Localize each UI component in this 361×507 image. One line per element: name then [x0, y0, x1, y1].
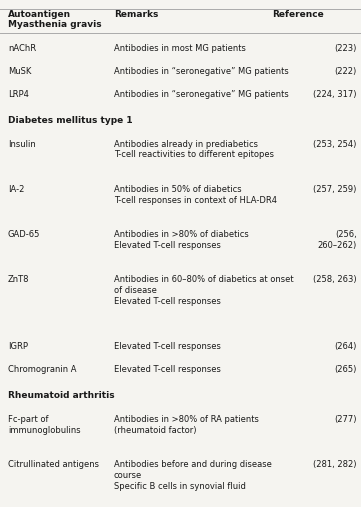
- Text: Antibodies in “seronegative” MG patients: Antibodies in “seronegative” MG patients: [114, 90, 288, 99]
- Text: (253, 254): (253, 254): [313, 139, 357, 149]
- Text: GAD-65: GAD-65: [8, 230, 40, 239]
- Text: (256,
260–262): (256, 260–262): [317, 230, 357, 249]
- Text: LRP4: LRP4: [8, 90, 29, 99]
- Text: Autoantigen: Autoantigen: [8, 10, 71, 19]
- Text: IGRP: IGRP: [8, 342, 28, 351]
- Text: Rheumatoid arthritis: Rheumatoid arthritis: [8, 391, 114, 401]
- Text: Reference: Reference: [273, 10, 324, 19]
- Text: (264): (264): [334, 342, 357, 351]
- Text: Citrullinated antigens: Citrullinated antigens: [8, 460, 99, 469]
- Text: (224, 317): (224, 317): [313, 90, 357, 99]
- Text: Elevated T-cell responses: Elevated T-cell responses: [114, 342, 221, 351]
- Text: Insulin: Insulin: [8, 139, 36, 149]
- Text: Antibodies in >80% of diabetics
Elevated T-cell responses: Antibodies in >80% of diabetics Elevated…: [114, 230, 248, 249]
- Text: Diabetes mellitus type 1: Diabetes mellitus type 1: [8, 116, 132, 125]
- Text: Chromogranin A: Chromogranin A: [8, 365, 77, 374]
- Text: (258, 263): (258, 263): [313, 275, 357, 284]
- Text: (277): (277): [334, 415, 357, 424]
- Text: Antibodies already in prediabetics
T-cell reactivities to different epitopes: Antibodies already in prediabetics T-cel…: [114, 139, 274, 159]
- Text: ZnT8: ZnT8: [8, 275, 30, 284]
- Text: MuSK: MuSK: [8, 67, 31, 76]
- Text: Antibodies in “seronegative” MG patients: Antibodies in “seronegative” MG patients: [114, 67, 288, 76]
- Text: nAChR: nAChR: [8, 44, 36, 53]
- Text: (222): (222): [334, 67, 357, 76]
- Text: Antibodies before and during disease
course
Specific B cells in synovial fluid: Antibodies before and during disease cou…: [114, 460, 271, 491]
- Text: Antibodies in 50% of diabetics
T-cell responses in context of HLA-DR4: Antibodies in 50% of diabetics T-cell re…: [114, 185, 277, 204]
- Text: Elevated T-cell responses: Elevated T-cell responses: [114, 365, 221, 374]
- Text: Antibodies in >80% of RA patients
(rheumatoid factor): Antibodies in >80% of RA patients (rheum…: [114, 415, 258, 434]
- Text: Remarks: Remarks: [114, 10, 158, 19]
- Text: Antibodies in 60–80% of diabetics at onset
of disease
Elevated T-cell responses: Antibodies in 60–80% of diabetics at ons…: [114, 275, 293, 306]
- Text: IA-2: IA-2: [8, 185, 24, 194]
- Text: Myasthenia gravis: Myasthenia gravis: [8, 20, 101, 29]
- Text: (281, 282): (281, 282): [313, 460, 357, 469]
- Text: (265): (265): [334, 365, 357, 374]
- Text: Antibodies in most MG patients: Antibodies in most MG patients: [114, 44, 245, 53]
- Text: (223): (223): [334, 44, 357, 53]
- Text: Fc-part of
immunoglobulins: Fc-part of immunoglobulins: [8, 415, 81, 434]
- Text: (257, 259): (257, 259): [313, 185, 357, 194]
